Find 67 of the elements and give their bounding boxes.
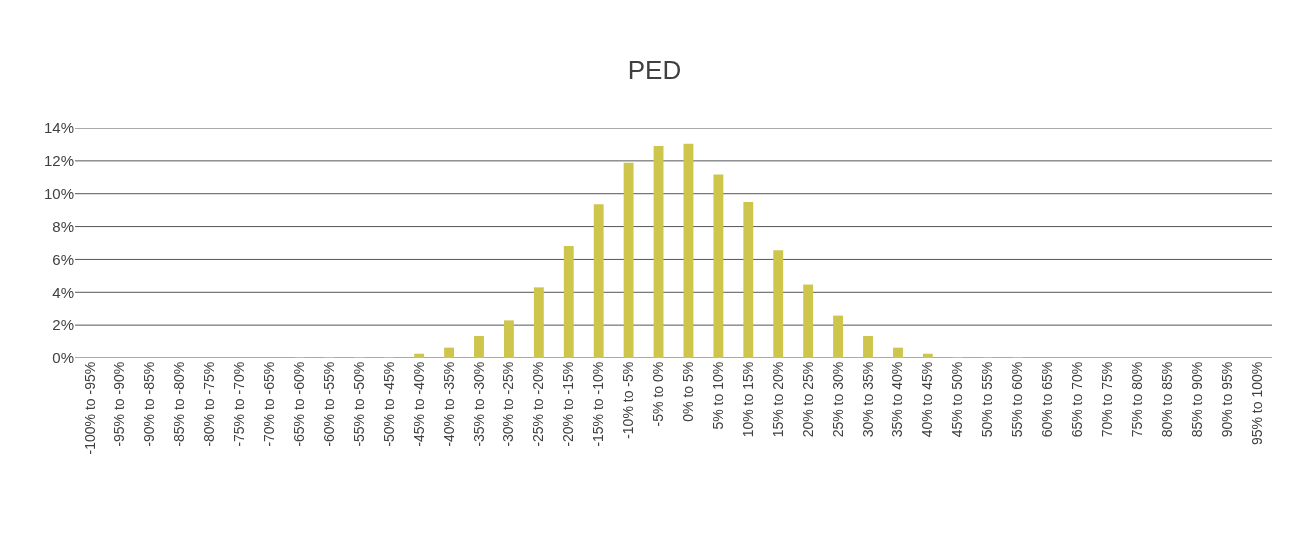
bar	[444, 347, 454, 358]
bar	[503, 320, 514, 358]
bar	[893, 347, 903, 358]
x-tick-label: -10% to -5%	[620, 361, 637, 439]
bar	[533, 287, 544, 358]
x-tick-label: -25% to -20%	[530, 361, 547, 447]
bar	[593, 204, 604, 358]
x-tick-label: 75% to 80%	[1128, 361, 1145, 438]
x-tick-label: 25% to 30%	[829, 361, 846, 438]
bar	[683, 143, 694, 358]
x-tick-label: -100% to -95%	[81, 361, 98, 455]
x-tick-label: 35% to 40%	[889, 361, 906, 438]
y-tick-label: 6%	[52, 250, 74, 268]
x-tick-label: 5% to 10%	[709, 361, 726, 430]
y-tick-label: 0%	[52, 349, 74, 367]
x-tick-label: -95% to -90%	[111, 361, 128, 447]
bar	[863, 335, 873, 358]
x-tick-label: -90% to -85%	[141, 361, 158, 447]
y-tick-label: 10%	[43, 184, 74, 202]
bar	[803, 284, 814, 358]
x-tick-label: -60% to -55%	[320, 361, 337, 447]
x-tick-label: 30% to 35%	[859, 361, 876, 438]
bar	[563, 245, 574, 358]
x-tick-label: 70% to 75%	[1098, 361, 1115, 438]
x-tick-label: -40% to -35%	[440, 361, 457, 447]
y-tick-label: 14%	[43, 119, 74, 137]
x-tick-label: -30% to -25%	[500, 361, 517, 447]
y-tick-label: 4%	[52, 283, 74, 301]
x-tick-label: -20% to -15%	[560, 361, 577, 447]
x-tick-label: 85% to 90%	[1188, 361, 1205, 438]
x-tick-label: -65% to -60%	[290, 361, 307, 447]
x-tick-label: 55% to 60%	[1009, 361, 1026, 438]
x-tick-label: 40% to 45%	[919, 361, 936, 438]
y-tick-label: 2%	[52, 316, 74, 334]
x-tick-label: -70% to -65%	[261, 361, 278, 447]
x-tick-label: -35% to -30%	[470, 361, 487, 447]
x-tick-label: 45% to 50%	[949, 361, 966, 438]
x-tick-label: 15% to 20%	[769, 361, 786, 438]
x-tick-label: 50% to 55%	[979, 361, 996, 438]
x-tick-label: 65% to 70%	[1069, 361, 1086, 438]
bar	[922, 353, 933, 358]
x-tick-label: 0% to 5%	[680, 361, 697, 422]
x-tick-label: 90% to 95%	[1218, 361, 1235, 438]
x-tick-label: 80% to 85%	[1158, 361, 1175, 438]
x-tick-label: -15% to -10%	[590, 361, 607, 447]
bar	[743, 201, 754, 358]
bar	[414, 353, 425, 358]
y-tick-label: 12%	[43, 152, 74, 170]
x-tick-label: -5% to 0%	[650, 361, 667, 427]
y-tick-label: 8%	[52, 217, 74, 235]
bar	[623, 162, 634, 358]
x-tick-label: 60% to 65%	[1039, 361, 1056, 438]
x-tick-label: -55% to -50%	[350, 361, 367, 447]
bar	[773, 250, 784, 358]
x-tick-label: -85% to -80%	[171, 361, 188, 447]
x-tick-label: 20% to 25%	[799, 361, 816, 438]
x-tick-label: -45% to -40%	[410, 361, 427, 447]
bar	[833, 315, 844, 358]
x-tick-label: -75% to -70%	[231, 361, 248, 447]
x-tick-label: -50% to -45%	[380, 361, 397, 447]
bar	[713, 174, 724, 358]
bar	[653, 146, 664, 358]
x-tick-label: 95% to 100%	[1248, 361, 1265, 446]
x-tick-label: 10% to 15%	[739, 361, 756, 438]
x-tick-label: -80% to -75%	[201, 361, 218, 447]
chart-title: PED	[627, 54, 682, 85]
bar	[474, 335, 484, 358]
